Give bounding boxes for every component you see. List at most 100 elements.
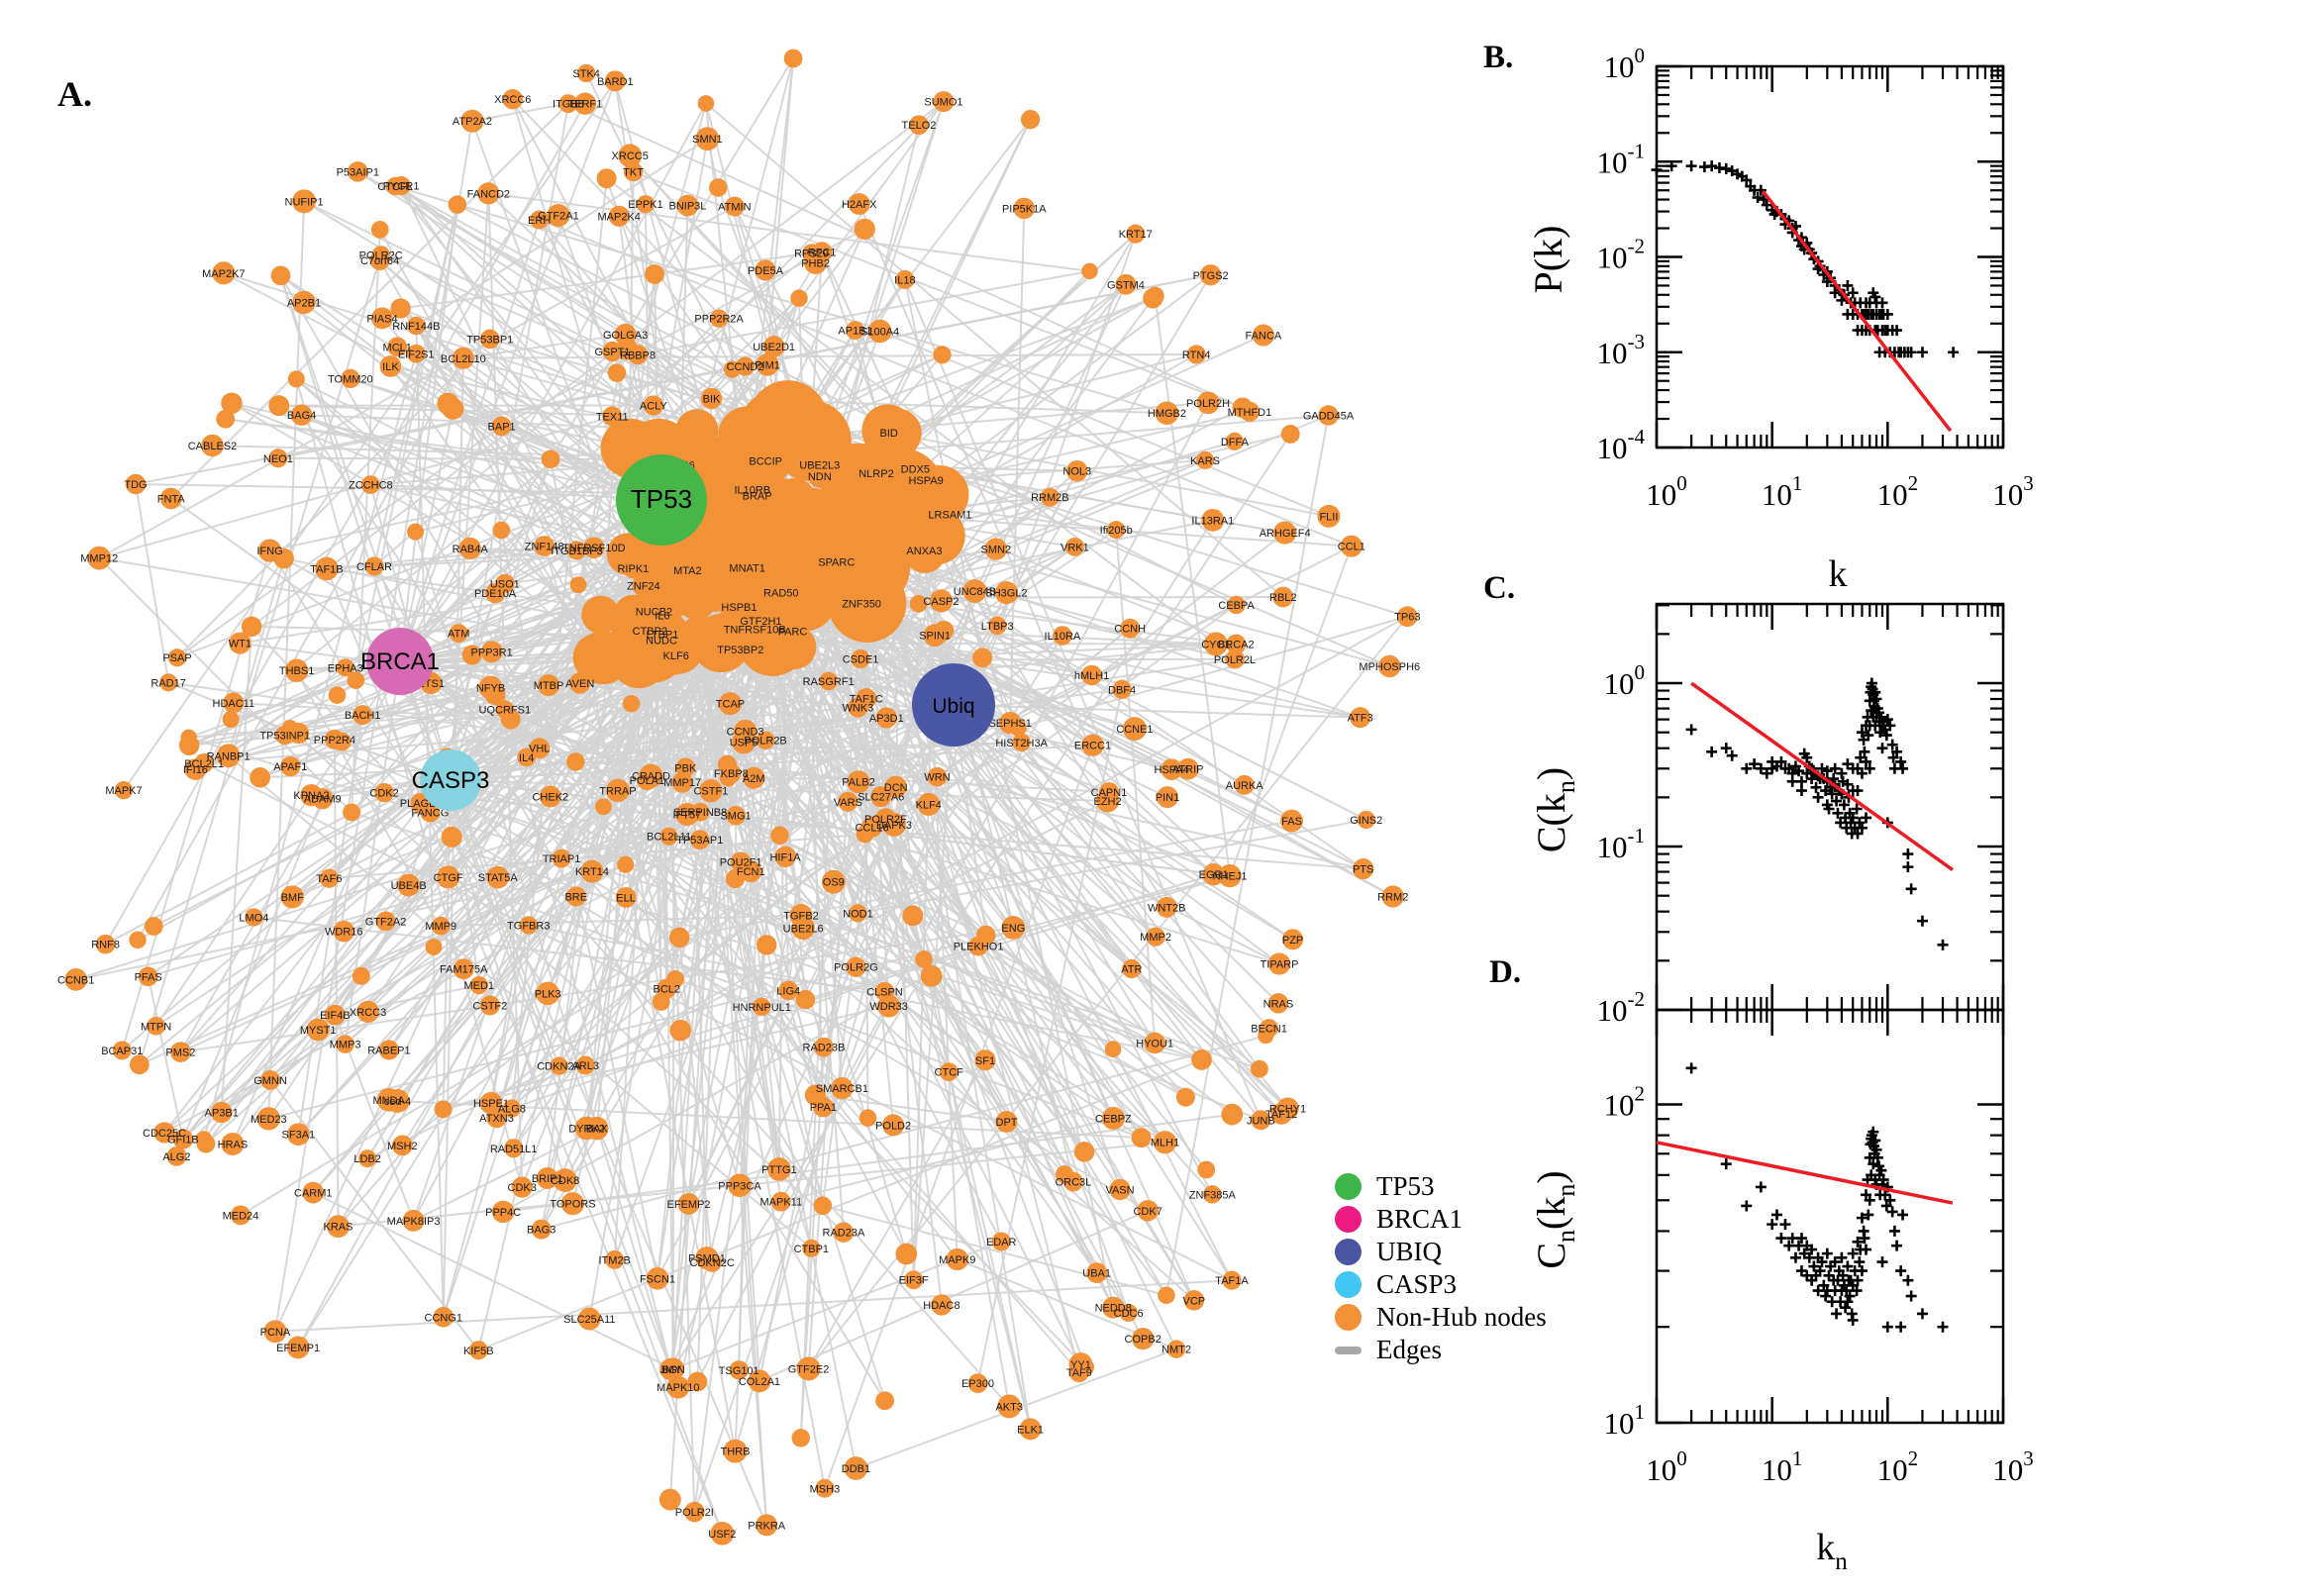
network-node-label: SMG1 — [720, 811, 751, 823]
network-node — [167, 648, 187, 667]
network-node — [846, 321, 864, 340]
network-node — [858, 1109, 877, 1127]
panel-d-label: D. — [1489, 954, 1522, 990]
network-node-label: RFC1 — [808, 247, 837, 258]
network-node — [1112, 679, 1132, 699]
network-node-label: VASN — [1105, 1184, 1134, 1196]
network-node-label: JMY — [659, 1364, 682, 1376]
network-node — [725, 869, 746, 889]
network-node — [125, 473, 147, 495]
network-node-label: NEO1 — [263, 453, 293, 465]
network-node-label: ALG8 — [498, 1104, 526, 1116]
network-node — [617, 855, 635, 873]
network-node-label: CCL1 — [1338, 542, 1365, 553]
network-node-label: HMGB2 — [1148, 408, 1186, 420]
network-node — [484, 684, 506, 706]
network-node — [216, 744, 241, 768]
network-node-label: CSTF2 — [472, 1000, 507, 1012]
network-node-label: CDC6 — [1114, 1308, 1144, 1320]
data-point — [1937, 1321, 1949, 1333]
network-node-label: WDR33 — [869, 1001, 908, 1013]
legend-label: BRCA1 — [1376, 1204, 1464, 1234]
network-node-label: MAPK11 — [760, 1197, 803, 1209]
network-node-label: GTF2A2 — [365, 916, 407, 928]
network-node — [390, 298, 411, 319]
network-node — [519, 916, 538, 935]
tick-label: 101 — [1762, 1446, 1803, 1487]
network-node — [573, 92, 597, 115]
network-node-label: ATM — [448, 629, 469, 641]
network-node-label: FANCA — [1246, 331, 1282, 343]
data-point — [1902, 861, 1914, 873]
network-node — [558, 94, 578, 114]
data-point — [1876, 743, 1888, 754]
tick-label: 100 — [1604, 660, 1646, 701]
network-node — [646, 1267, 669, 1290]
network-node-label: EPPK1 — [628, 199, 662, 211]
network-node-label: CCND3 — [727, 727, 764, 739]
network-node — [216, 409, 236, 429]
network-node-label: TP53INP1 — [259, 730, 310, 742]
network-node — [728, 1173, 752, 1198]
network-node — [732, 590, 779, 638]
network-node — [159, 673, 178, 692]
data-point — [1685, 724, 1697, 736]
network-node — [748, 1369, 771, 1393]
network-node — [882, 813, 906, 837]
network-node-label: IL4 — [519, 752, 534, 764]
network-node-label: CYC1 — [1201, 639, 1230, 650]
network-node — [223, 692, 245, 714]
network-node-label: PPP3CA — [718, 1180, 761, 1192]
data-point — [1847, 287, 1859, 299]
network-node — [577, 1307, 601, 1331]
network-node — [375, 911, 396, 932]
network-node — [636, 195, 656, 214]
network-node-label: FCN1 — [737, 866, 765, 878]
network-node — [287, 722, 310, 745]
network-node — [1318, 405, 1339, 426]
network-node-label: VRK1 — [1060, 542, 1089, 553]
network-node-label: UBA1 — [1082, 1268, 1111, 1280]
network-node-label: MTHFD1 — [1228, 407, 1272, 419]
network-node — [995, 1111, 1018, 1133]
network-node — [391, 175, 411, 196]
network-node — [583, 537, 605, 558]
network-node-label: NFYB — [476, 682, 505, 694]
network-node-label: TIPARP — [1261, 958, 1299, 970]
network-node-label: S100A4 — [860, 327, 899, 339]
network-node — [606, 778, 630, 803]
network-node — [112, 1041, 132, 1060]
data-point — [1706, 160, 1718, 172]
network-node-label: POLR2B — [744, 736, 786, 748]
network-node-label: PIM1 — [755, 359, 780, 371]
network-node-label: BNIP3L — [668, 201, 706, 213]
network-node-label: CLSPN — [866, 986, 903, 998]
network-node-label: BCL2L11 — [647, 832, 691, 844]
network-node — [480, 641, 503, 663]
network-node — [851, 648, 870, 669]
network-node-label: UNC84B — [954, 586, 996, 598]
network-node — [391, 1135, 413, 1156]
network-node — [245, 908, 263, 927]
network-node — [369, 249, 390, 270]
network-node — [485, 583, 506, 604]
network-node-label: MED23 — [251, 1114, 287, 1126]
data-point — [1720, 163, 1732, 175]
network-node — [172, 1129, 194, 1149]
network-node-label: SPARC — [818, 556, 855, 568]
y-axis-label: P(k) — [1526, 226, 1570, 294]
network-node-label: LDB2 — [354, 1153, 381, 1165]
data-point — [1775, 1233, 1787, 1245]
network-node — [791, 916, 815, 941]
legend-label: TP53 — [1376, 1171, 1435, 1201]
network-node — [574, 1116, 599, 1141]
data-point — [1916, 347, 1928, 358]
network-node-label: NUFIP1 — [285, 196, 324, 208]
fit-line — [1656, 1141, 1954, 1205]
network-node — [159, 487, 182, 510]
network-node — [541, 449, 560, 469]
network-node-label: RPS29 — [794, 249, 829, 260]
fit-line — [1690, 681, 1954, 871]
network-node-label: FLII — [1319, 511, 1338, 523]
tick-label: 101 — [1604, 1400, 1646, 1441]
